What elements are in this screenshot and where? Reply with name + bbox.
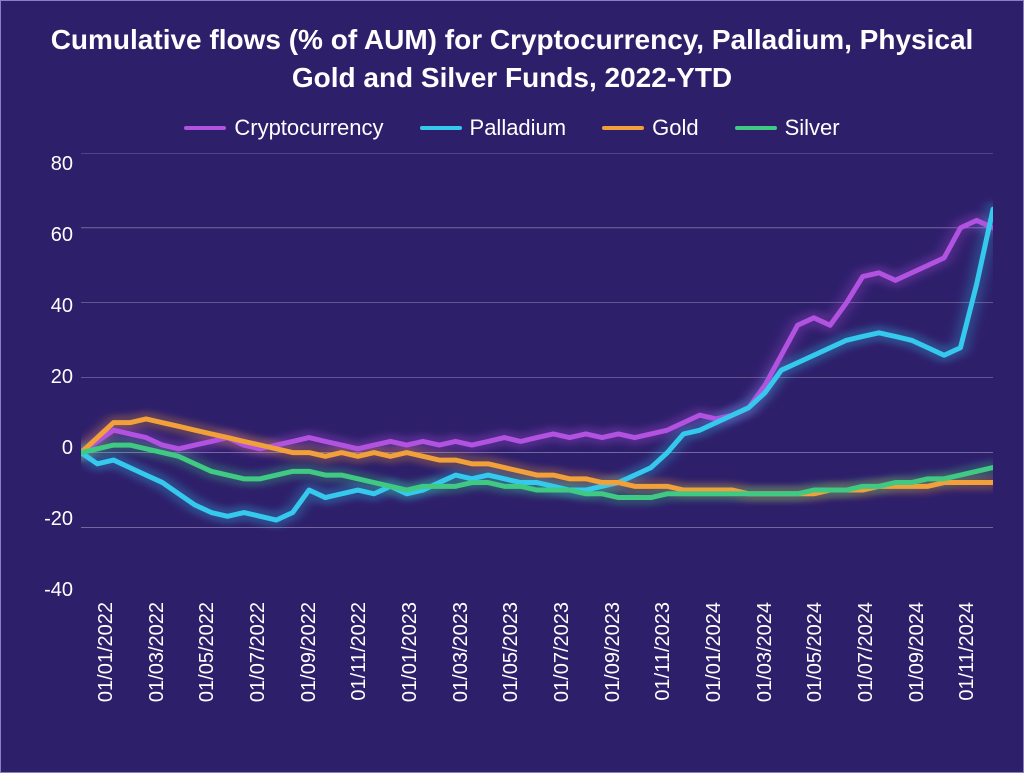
legend-label: Silver (785, 115, 840, 141)
x-tick: 01/03/2024 (754, 602, 777, 710)
x-tick: 01/07/2022 (247, 602, 270, 710)
y-tick: -40 (44, 579, 73, 602)
y-tick: 0 (62, 437, 73, 460)
x-tick: 01/11/2023 (652, 602, 675, 709)
x-tick: 01/11/2022 (348, 602, 371, 709)
y-tick: 40 (51, 295, 73, 318)
legend-swatch-icon (602, 126, 644, 130)
legend-label: Cryptocurrency (234, 115, 383, 141)
legend-item-gold: Gold (602, 115, 698, 141)
x-tick: 01/05/2022 (196, 602, 219, 710)
legend-item-cryptocurrency: Cryptocurrency (184, 115, 383, 141)
x-tick: 01/09/2023 (602, 602, 625, 710)
y-tick: -20 (44, 508, 73, 531)
x-tick: 01/07/2023 (551, 602, 574, 710)
legend-label: Gold (652, 115, 698, 141)
x-tick: 01/01/2024 (703, 602, 726, 710)
legend-label: Palladium (470, 115, 567, 141)
x-tick: 01/01/2022 (95, 602, 118, 710)
x-tick: 01/03/2022 (146, 602, 169, 710)
y-tick: 20 (51, 366, 73, 389)
x-axis: 01/01/2022 01/03/2022 01/05/2022 01/07/2022… (31, 602, 993, 742)
legend-item-silver: Silver (735, 115, 840, 141)
x-tick: 01/05/2023 (500, 602, 523, 710)
chart-title: Cumulative flows (% of AUM) for Cryptocu… (31, 21, 993, 97)
x-tick: 01/05/2024 (804, 602, 827, 710)
plot (81, 153, 993, 602)
x-tick: 01/11/2024 (956, 602, 979, 709)
y-axis: 80 60 40 20 0 -20 -40 (31, 153, 81, 602)
x-tick: 01/03/2023 (450, 602, 473, 710)
legend: Cryptocurrency Palladium Gold Silver (31, 115, 993, 141)
x-tick: 01/09/2024 (906, 602, 929, 710)
legend-swatch-icon (184, 126, 226, 130)
y-tick: 80 (51, 153, 73, 176)
chart-container: Cumulative flows (% of AUM) for Cryptocu… (1, 1, 1023, 772)
x-tick: 01/09/2022 (298, 602, 321, 710)
legend-item-palladium: Palladium (420, 115, 567, 141)
x-tick: 01/01/2023 (399, 602, 422, 710)
plot-area: 806040200-20-40 01/01/202201/03/202201/0… (31, 153, 993, 742)
x-tick: 01/07/2024 (855, 602, 878, 710)
y-tick: 60 (51, 224, 73, 247)
legend-swatch-icon (735, 126, 777, 130)
legend-swatch-icon (420, 126, 462, 130)
